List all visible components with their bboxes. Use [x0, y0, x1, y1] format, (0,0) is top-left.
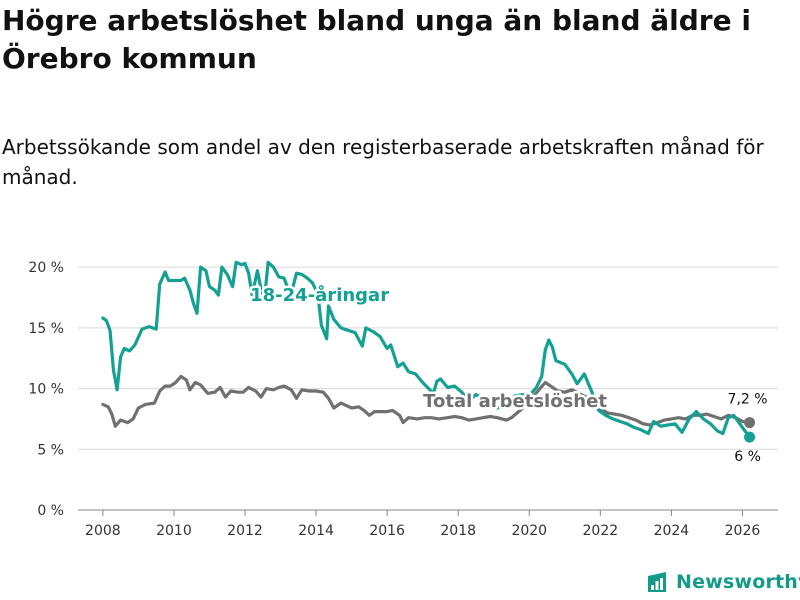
x-tick-label: 2008 — [85, 523, 121, 539]
x-tick-label: 2016 — [369, 523, 405, 539]
axes: 0 % 5 % 10 % 15 % 20 % 2008 2010 2012 2014 2016 20… — [28, 260, 760, 539]
chart-subtitle: Arbetssökande som andel av den registerb… — [2, 135, 764, 189]
series-line-total — [101, 374, 752, 428]
grid-lines — [78, 266, 778, 511]
y-tick-label: 0 % — [37, 503, 64, 519]
series-line-youth — [101, 260, 752, 439]
y-tick-label: 15 % — [28, 321, 64, 337]
end-point-total — [744, 417, 756, 429]
x-tick-label: 2022 — [583, 523, 619, 539]
x-tick-label: 2026 — [725, 523, 761, 539]
x-tick-label: 2012 — [227, 523, 263, 539]
chart-title: Högre arbetslöshet bland unga än bland ä… — [2, 4, 751, 75]
x-tick-label: 2010 — [156, 523, 192, 539]
brand-name: Newsworthy — [676, 571, 800, 593]
series-label-total: Total arbetslöshet — [423, 391, 607, 412]
series-label-youth: 18-24-åringar — [250, 284, 389, 306]
x-tick-label: 2014 — [298, 523, 334, 539]
series-labels: 6 % 7,2 % 18-24-åringar Total arbetslöshet — [248, 282, 768, 466]
newsworthy-brand[interactable]: Newsworthy — [646, 568, 800, 596]
y-tick-label: 20 % — [28, 260, 64, 276]
x-tick-label: 2018 — [440, 523, 476, 539]
series-lines — [101, 260, 752, 439]
y-tick-label: 10 % — [28, 382, 64, 398]
end-value-label: 6 % — [734, 449, 761, 465]
y-tick-label: 5 % — [37, 442, 64, 458]
end-point-youth — [744, 431, 756, 443]
newsworthy-logo-icon — [648, 572, 666, 592]
x-tick-label: 2024 — [654, 523, 690, 539]
end-value-label: 7,2 % — [728, 392, 768, 408]
x-tick-label: 2020 — [511, 523, 547, 539]
